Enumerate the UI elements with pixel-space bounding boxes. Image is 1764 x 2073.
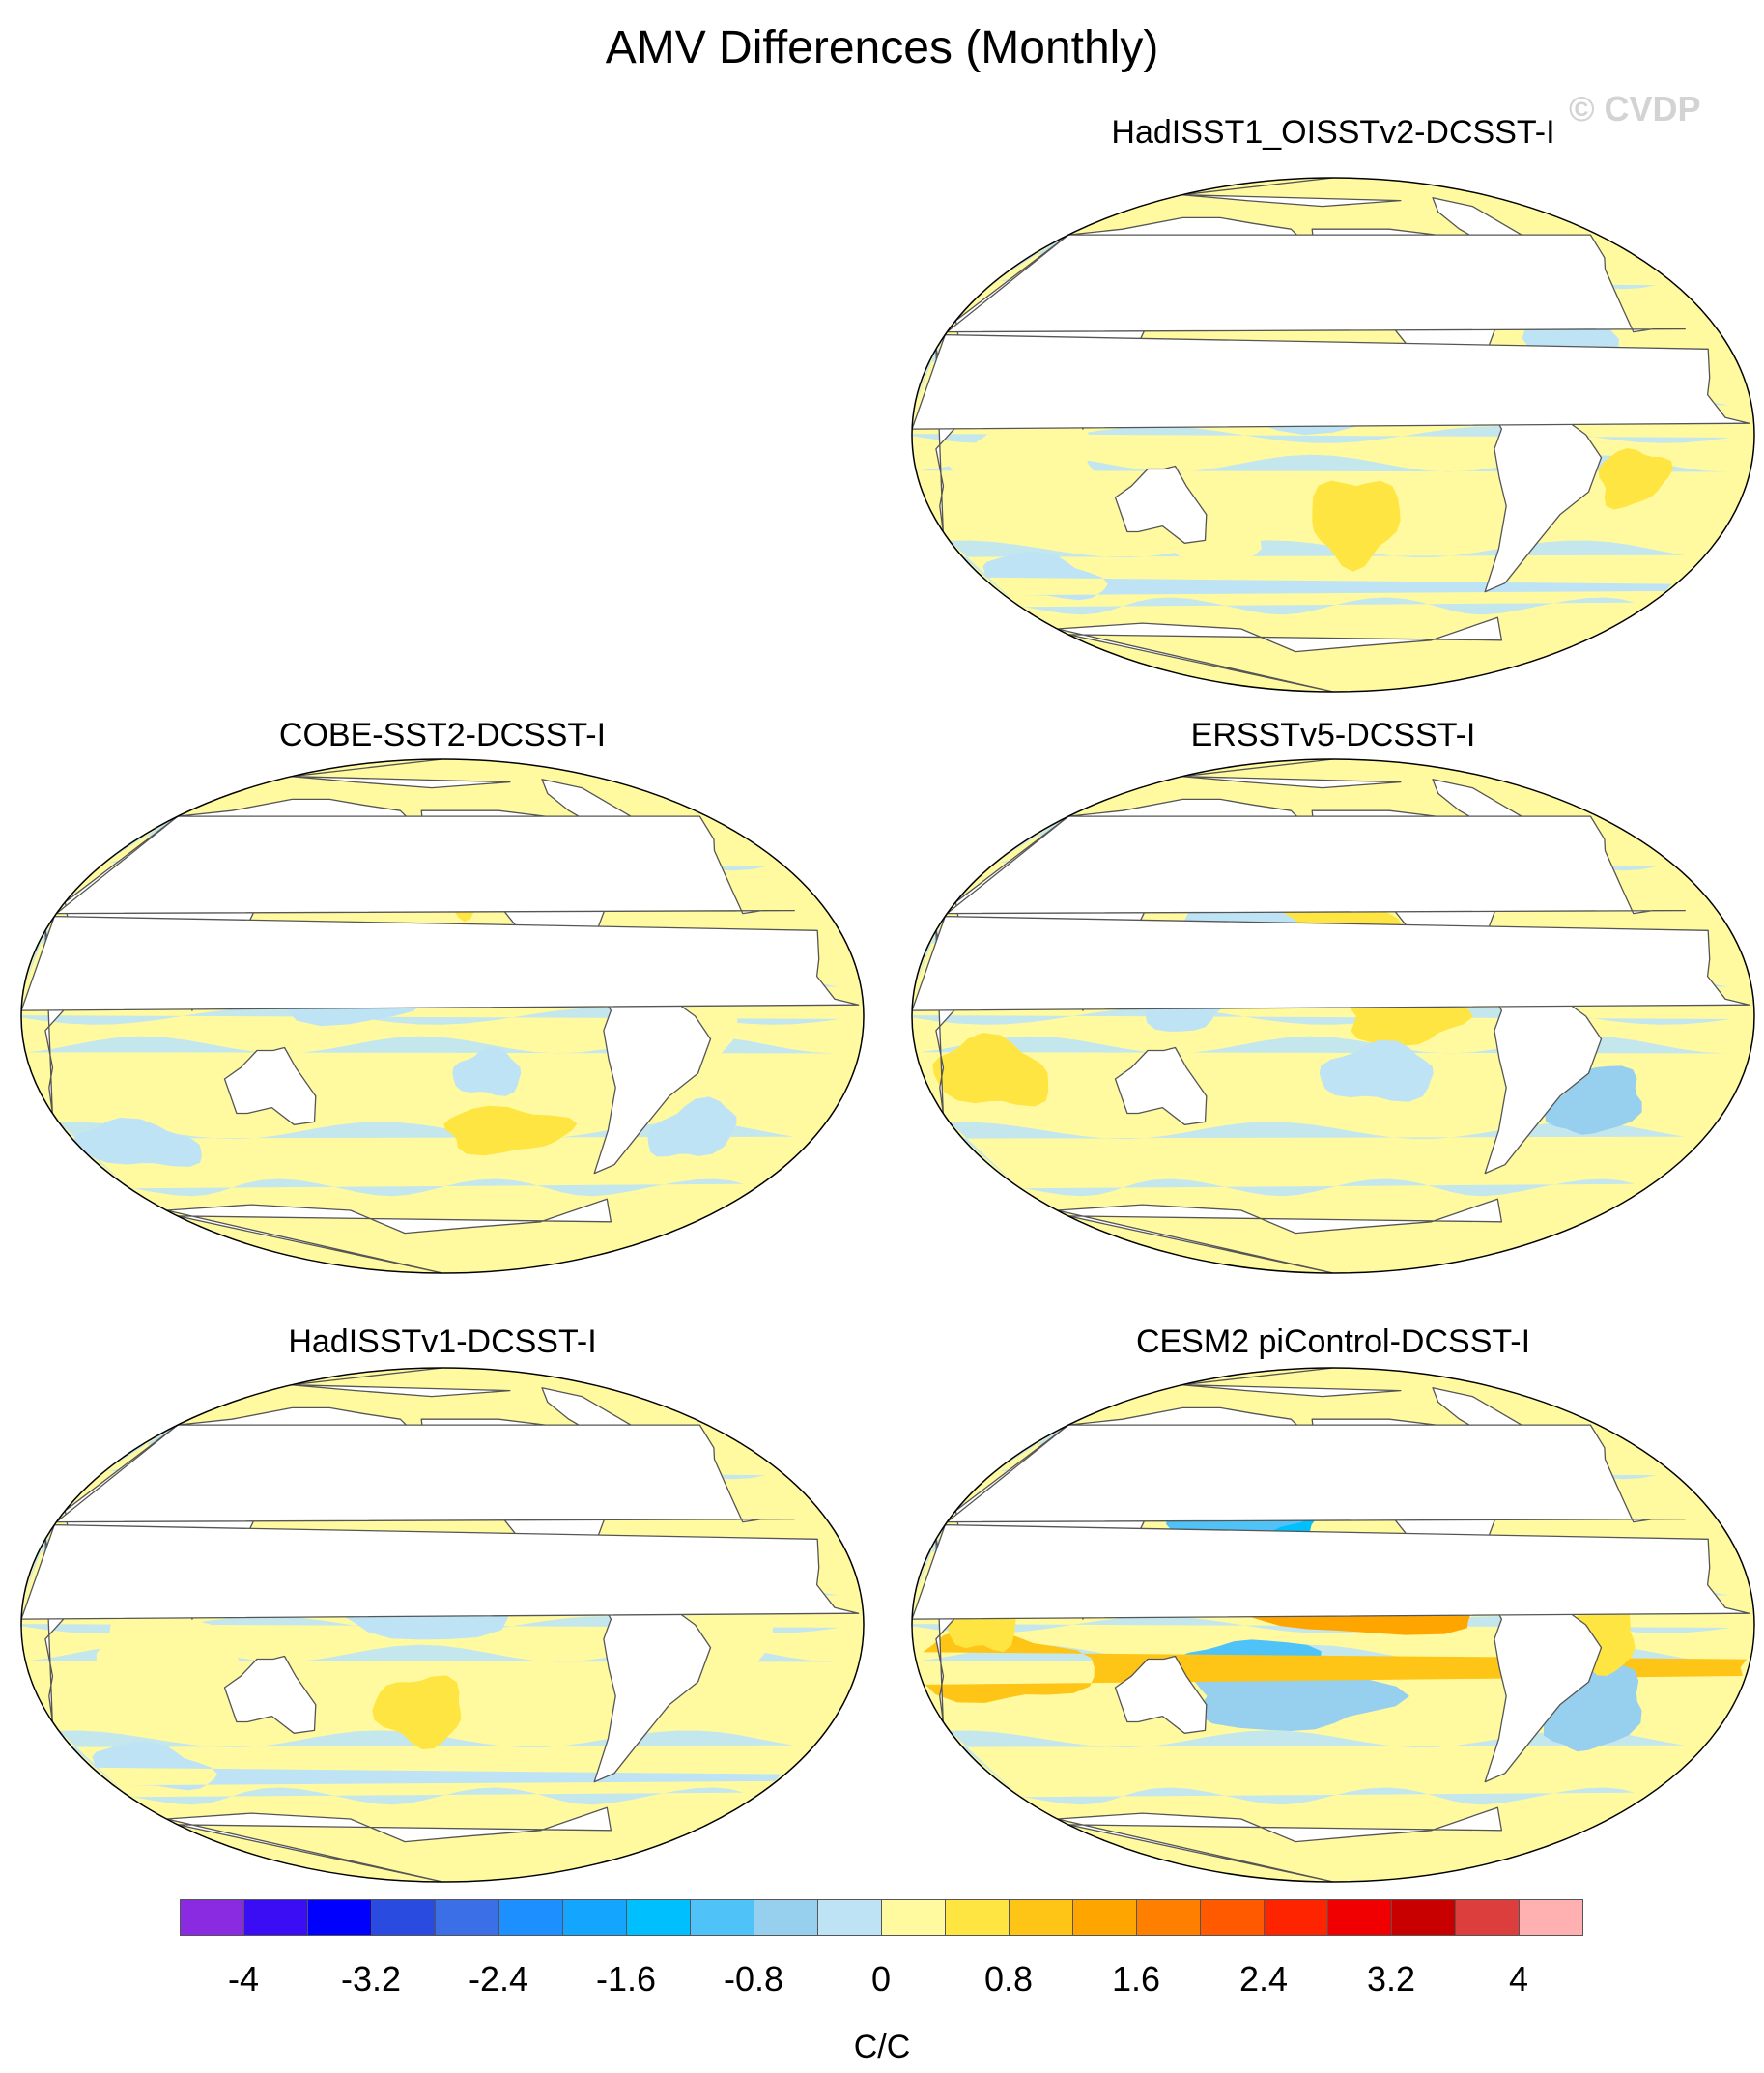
anomaly-region [92, 1741, 782, 1791]
colorbar-box [1264, 1899, 1328, 1936]
anomaly-region [1544, 1065, 1642, 1135]
negative-band [21, 1008, 840, 1054]
land-africa_west [912, 333, 1750, 430]
land-australia [223, 1655, 317, 1734]
panel-title-cobe-sst2: COBE-SST2-DCSST-I [278, 717, 607, 753]
land-africa_west [21, 915, 860, 1011]
colorbar-box [180, 1899, 244, 1936]
map-panel-ersstv5 [911, 758, 1755, 1274]
colorbar-box [1519, 1899, 1583, 1936]
panel-title-ersstv5: ERSSTv5-DCSST-I [1190, 717, 1476, 753]
land-arctic_ice [290, 759, 511, 789]
land-europe_west [55, 1424, 795, 1523]
land-arctic_ice [1181, 1368, 1402, 1398]
colorbar-box [1200, 1899, 1265, 1936]
map-outline [20, 1367, 865, 1883]
land-australia [223, 1046, 317, 1125]
colorbar-box [1455, 1899, 1520, 1936]
land-arctic_ice [1181, 178, 1402, 208]
land-africa_west [21, 1523, 860, 1620]
colorbar-tick-label: 4 [1508, 1959, 1529, 1999]
anomaly-region [932, 1033, 1049, 1107]
land-europe_west [946, 815, 1686, 915]
panel-title-cesm2-picontrol: CESM2 piControl-DCSST-I [1135, 1323, 1531, 1360]
colorbar-box [1327, 1899, 1392, 1936]
land-australia [1114, 1655, 1208, 1734]
map-outline [20, 758, 865, 1274]
colorbar-box [690, 1899, 754, 1936]
anomaly-region [74, 1118, 202, 1167]
anomaly-region [96, 1604, 242, 1700]
map-panel-cobe-sst2 [20, 758, 865, 1274]
anomaly-region [948, 421, 1100, 508]
colorbar-box [1136, 1899, 1201, 1936]
land-africa_west [912, 915, 1750, 1011]
colorbar-box [498, 1899, 563, 1936]
land-antarctica [165, 1198, 612, 1273]
colorbar-tick-label: -2.4 [468, 1959, 529, 1999]
land-antarctica [1056, 616, 1503, 692]
colorbar-tick-label: -0.8 [723, 1959, 784, 1999]
anomaly-region [1319, 1039, 1434, 1102]
colorbar-box [754, 1899, 818, 1936]
colorbar-box [562, 1899, 627, 1936]
colorbar-box [1009, 1899, 1073, 1936]
colorbar-tick-label: 2.4 [1238, 1959, 1289, 1999]
land-australia [1114, 465, 1208, 544]
anomaly-region [982, 551, 1672, 601]
anomaly-region [443, 1105, 578, 1156]
colorbar-tick-label: 1.6 [1111, 1959, 1161, 1999]
land-arctic_ice [290, 1368, 511, 1398]
colorbar-box [307, 1899, 372, 1936]
land-australia [1114, 1046, 1208, 1125]
anomaly-region [372, 1675, 462, 1749]
land-antarctica [1056, 1198, 1503, 1273]
colorbar-tick-label: 0.8 [983, 1959, 1034, 1999]
map-panel-hadisst1-oisstv2 [911, 177, 1755, 693]
colorbar-box [945, 1899, 1010, 1936]
anomaly-region [452, 1046, 522, 1096]
colorbar-tick-label: -4 [227, 1959, 260, 1999]
map-outline [911, 1367, 1755, 1883]
anomaly-region [647, 1096, 737, 1157]
colorbar-units: C/C [853, 2029, 911, 2065]
colorbar-box [1072, 1899, 1137, 1936]
land-africa_west [912, 1523, 1750, 1620]
land-europe_west [946, 234, 1686, 333]
negative-band [949, 1122, 1685, 1197]
map-panel-cesm2-picontrol [911, 1367, 1755, 1883]
negative-band [949, 540, 1685, 615]
anomaly-region [1312, 480, 1401, 572]
colorbar-box [371, 1899, 436, 1936]
land-antarctica [165, 1806, 612, 1882]
colorbar-box [881, 1899, 946, 1936]
panel-title-hadisst1-oisstv2: HadISST1_OISSTv2-DCSST-I [1111, 114, 1555, 151]
panel-title-hadisstv1: HadISSTv1-DCSST-I [288, 1323, 597, 1360]
colorbar-box [435, 1899, 499, 1936]
colorbar-box [1391, 1899, 1456, 1936]
map-panel-hadisstv1 [20, 1367, 865, 1883]
main-title: AMV Differences (Monthly) [605, 22, 1159, 73]
map-outline [911, 177, 1755, 693]
negative-band [912, 1616, 1731, 1662]
colorbar-box [243, 1899, 308, 1936]
anomaly-region [1598, 448, 1674, 510]
watermark-text: © CVDP [1569, 89, 1701, 128]
colorbar-tick-label: -3.2 [340, 1959, 402, 1999]
anomaly-region [923, 1628, 1748, 1703]
land-europe_west [946, 1424, 1686, 1523]
colorbar-tick-label: 3.2 [1366, 1959, 1416, 1999]
land-antarctica [1056, 1806, 1503, 1882]
land-arctic_ice [1181, 759, 1402, 789]
map-outline [911, 758, 1755, 1274]
anomaly-region [1543, 1665, 1642, 1752]
colorbar-tick-label: -1.6 [595, 1959, 657, 1999]
land-europe_west [55, 815, 795, 915]
colorbar-box [626, 1899, 691, 1936]
colorbar-tick-label: 0 [870, 1959, 892, 1999]
colorbar-box [817, 1899, 882, 1936]
